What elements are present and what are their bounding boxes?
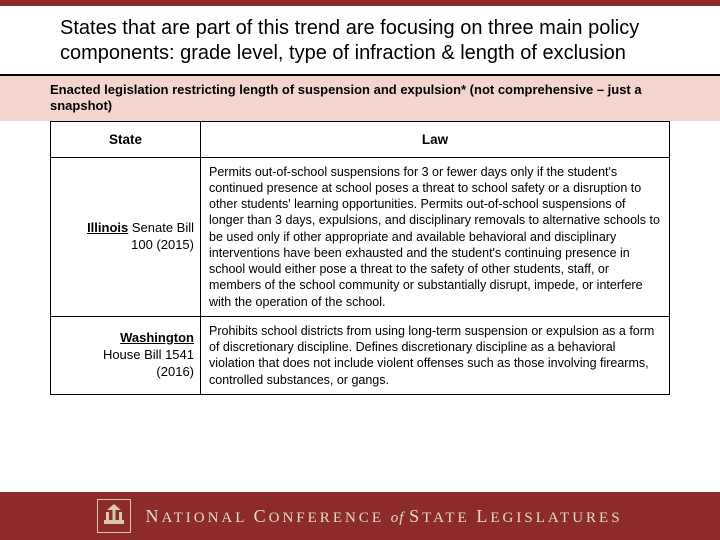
footer-brand-text: NATIONAL CONFERENCE of STATE LEGISLATURE… — [145, 506, 622, 527]
state-name: Illinois — [87, 220, 128, 235]
table-row: Illinois Senate Bill 100 (2015) Permits … — [51, 157, 670, 316]
slide-title: States that are part of this trend are f… — [60, 16, 660, 66]
law-cell: Permits out-of-school suspensions for 3 … — [201, 157, 670, 316]
bill-text: (2016) — [156, 364, 194, 379]
table-header-row: State Law — [51, 121, 670, 157]
bill-text: Senate Bill — [128, 220, 194, 235]
footer-bar: NATIONAL CONFERENCE of STATE LEGISLATURE… — [0, 492, 720, 540]
table-container: State Law Illinois Senate Bill 100 (2015… — [0, 121, 720, 395]
header-state: State — [51, 121, 201, 157]
bill-text: House Bill 1541 — [103, 347, 194, 362]
header-law: Law — [201, 121, 670, 157]
table-row: Washington House Bill 1541 (2016) Prohib… — [51, 316, 670, 394]
ncsl-logo — [97, 499, 131, 533]
legislation-table: State Law Illinois Senate Bill 100 (2015… — [50, 121, 670, 395]
title-block: States that are part of this trend are f… — [0, 6, 720, 76]
subtitle-band: Enacted legislation restricting length o… — [0, 76, 720, 121]
subtitle-text: Enacted legislation restricting length o… — [50, 82, 660, 115]
bill-text: 100 (2015) — [131, 237, 194, 252]
state-name: Washington — [120, 330, 194, 345]
state-cell-illinois: Illinois Senate Bill 100 (2015) — [51, 157, 201, 316]
state-cell-washington: Washington House Bill 1541 (2016) — [51, 316, 201, 394]
law-cell: Prohibits school districts from using lo… — [201, 316, 670, 394]
